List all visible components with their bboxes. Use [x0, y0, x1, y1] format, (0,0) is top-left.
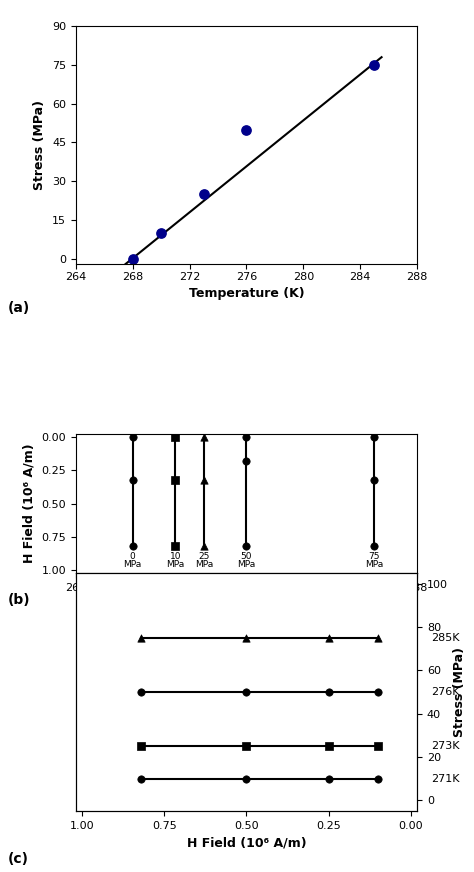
- Point: [200, 540, 208, 554]
- Point: [137, 772, 145, 786]
- Text: (c): (c): [8, 852, 28, 866]
- Point: [374, 772, 382, 786]
- Text: 273K: 273K: [431, 741, 459, 751]
- Point: [325, 739, 332, 753]
- Text: 276K: 276K: [431, 687, 459, 697]
- Y-axis label: Stress (MPa): Stress (MPa): [34, 100, 46, 190]
- Point: [200, 187, 208, 201]
- Point: [243, 453, 250, 467]
- Text: 25
MPa: 25 MPa: [195, 552, 213, 569]
- Point: [243, 123, 250, 137]
- Point: [129, 430, 137, 444]
- Y-axis label: Stress (MPa): Stress (MPa): [454, 647, 466, 737]
- Text: 271K: 271K: [431, 773, 459, 784]
- Point: [243, 631, 250, 645]
- Point: [371, 430, 378, 444]
- Text: Temperature (K): Temperature (K): [240, 351, 356, 364]
- X-axis label: Temperature (K): Temperature (K): [189, 598, 304, 611]
- Point: [371, 58, 378, 72]
- Point: [172, 540, 179, 554]
- Point: [243, 540, 250, 554]
- Y-axis label: H Field (10⁶ A/m): H Field (10⁶ A/m): [23, 444, 36, 563]
- Point: [137, 685, 145, 699]
- Text: (a): (a): [8, 301, 30, 315]
- Point: [200, 473, 208, 487]
- X-axis label: Temperature (K): Temperature (K): [189, 287, 304, 300]
- Point: [243, 685, 250, 699]
- Point: [325, 685, 332, 699]
- Point: [137, 631, 145, 645]
- Point: [325, 772, 332, 786]
- Point: [243, 739, 250, 753]
- Point: [374, 631, 382, 645]
- Point: [243, 430, 250, 444]
- X-axis label: H Field (10⁶ A/m): H Field (10⁶ A/m): [187, 836, 306, 849]
- Point: [172, 430, 179, 444]
- Point: [137, 739, 145, 753]
- Text: 50
MPa: 50 MPa: [237, 552, 255, 569]
- Point: [172, 473, 179, 487]
- Text: 75
MPa: 75 MPa: [365, 552, 383, 569]
- Point: [129, 540, 137, 554]
- Text: 10
MPa: 10 MPa: [166, 552, 184, 569]
- Text: 0
MPa: 0 MPa: [124, 552, 142, 569]
- Point: [371, 473, 378, 487]
- Point: [157, 226, 165, 240]
- Text: 285K: 285K: [431, 633, 459, 643]
- Text: (b): (b): [8, 593, 30, 607]
- Point: [129, 473, 137, 487]
- Point: [200, 430, 208, 444]
- Point: [129, 252, 137, 266]
- Point: [374, 739, 382, 753]
- Point: [371, 540, 378, 554]
- Point: [325, 631, 332, 645]
- Point: [243, 772, 250, 786]
- Point: [374, 685, 382, 699]
